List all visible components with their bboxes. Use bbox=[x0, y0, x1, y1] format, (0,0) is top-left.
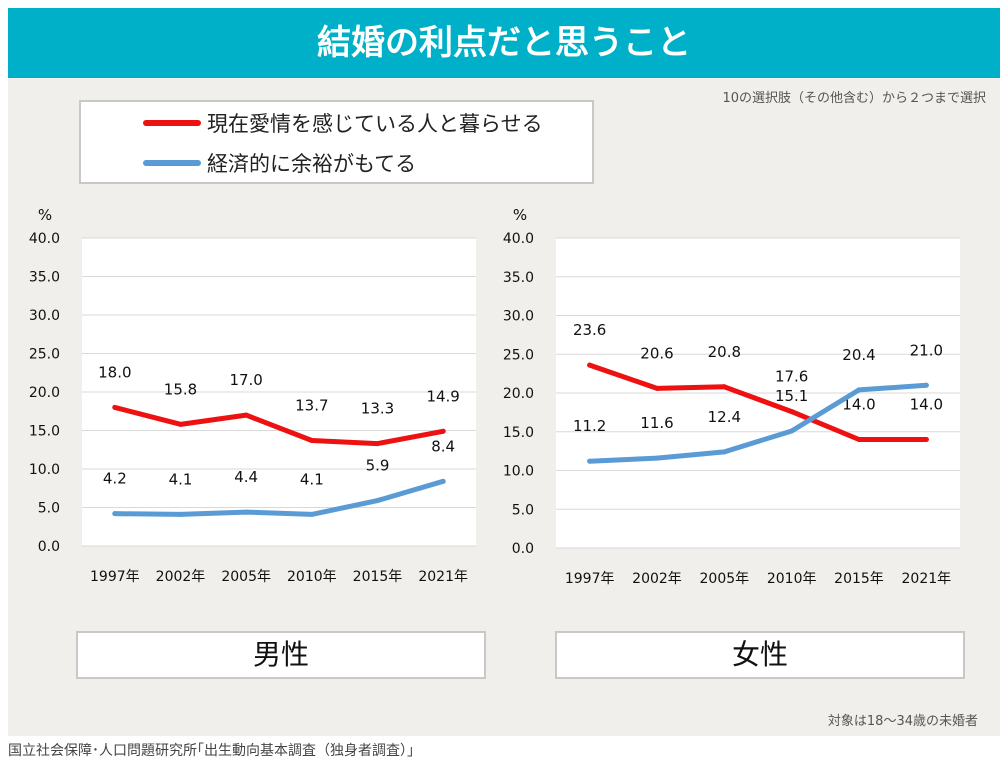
data-label-0: 14.0 bbox=[842, 396, 875, 414]
data-point-1 bbox=[856, 387, 862, 393]
y-tick-label: 20.0 bbox=[29, 385, 60, 401]
data-label-1: 15.1 bbox=[775, 387, 808, 405]
male-chart: 0.0 5.0 10.0 15.0 20.0 25.0 30.0 35.0 40.0% 1997年… bbox=[29, 206, 476, 585]
data-label-0: 13.3 bbox=[361, 400, 394, 418]
y-tick-label: 0.0 bbox=[38, 539, 60, 555]
data-label-0: 20.8 bbox=[708, 343, 741, 361]
data-label-0: 23.6 bbox=[573, 321, 606, 339]
y-axis-unit: % bbox=[513, 206, 527, 224]
data-point-0 bbox=[923, 437, 929, 442]
x-tick-label: 1997年 bbox=[565, 571, 615, 587]
data-label-1: 11.2 bbox=[573, 417, 606, 435]
data-label-0: 18.0 bbox=[98, 363, 131, 381]
y-tick-label: 25.0 bbox=[503, 347, 534, 363]
series-line-1 bbox=[587, 382, 929, 464]
data-point-0 bbox=[856, 437, 862, 442]
y-tick-label: 40.0 bbox=[503, 231, 534, 247]
data-label-1: 12.4 bbox=[708, 408, 741, 426]
data-label-1: 4.1 bbox=[300, 470, 324, 488]
data-point-1 bbox=[654, 455, 660, 461]
data-label-0: 17.0 bbox=[229, 371, 262, 389]
data-point-0 bbox=[112, 404, 118, 410]
legend-swatch-love bbox=[143, 120, 201, 126]
page-title: 結婚の利点だと思うこと bbox=[8, 8, 1000, 78]
data-point-0 bbox=[587, 362, 593, 368]
female-label-box: 女性 bbox=[555, 631, 965, 679]
data-point-0 bbox=[375, 441, 380, 447]
legend: 現在愛情を感じている人と暮らせる 経済的に余裕がもてる bbox=[79, 100, 594, 184]
y-tick-label: 40.0 bbox=[29, 231, 60, 247]
y-tick-label: 5.0 bbox=[512, 502, 534, 518]
data-point-0 bbox=[721, 384, 727, 390]
male-label-box: 男性 bbox=[76, 631, 486, 679]
y-tick-label: 35.0 bbox=[503, 270, 534, 286]
legend-label-economic: 経済的に余裕がもてる bbox=[207, 152, 417, 176]
y-tick-label: 20.0 bbox=[503, 386, 534, 402]
data-point-0 bbox=[178, 421, 183, 427]
y-tick-label: 15.0 bbox=[29, 424, 60, 440]
y-tick-label: 30.0 bbox=[503, 309, 534, 325]
data-point-1 bbox=[178, 511, 183, 517]
data-point-1 bbox=[112, 511, 118, 517]
data-label-0: 20.6 bbox=[640, 344, 673, 362]
y-tick-label: 10.0 bbox=[503, 464, 534, 480]
y-tick-label: 35.0 bbox=[29, 270, 60, 286]
y-tick-label: 30.0 bbox=[29, 308, 60, 324]
data-point-0 bbox=[440, 428, 446, 434]
y-axis-unit: % bbox=[38, 206, 52, 224]
data-point-0 bbox=[654, 385, 660, 391]
data-label-1: 5.9 bbox=[366, 457, 390, 475]
legend-item-economic: 経済的に余裕がもてる bbox=[143, 148, 416, 178]
data-label-1: 20.4 bbox=[842, 346, 875, 364]
x-tick-label: 2015年 bbox=[834, 571, 884, 587]
series-line-1 bbox=[112, 478, 446, 517]
data-label-1: 4.2 bbox=[103, 470, 127, 488]
data-label-1: 11.6 bbox=[640, 414, 673, 432]
selection-note: 10の選択肢（その他含む）から２つまで選択 bbox=[722, 91, 986, 106]
data-label-1: 4.4 bbox=[234, 468, 258, 486]
data-point-0 bbox=[309, 438, 315, 444]
y-tick-label: 25.0 bbox=[29, 347, 60, 363]
y-tick-label: 5.0 bbox=[38, 501, 60, 517]
data-label-0: 14.0 bbox=[910, 396, 943, 414]
x-tick-label: 2010年 bbox=[287, 569, 337, 585]
x-tick-label: 2002年 bbox=[156, 569, 206, 585]
x-tick-label: 2015年 bbox=[353, 569, 403, 585]
source-note: 国立社会保障･人口問題研究所｢出生動向基本調査（独身者調査）」 bbox=[8, 743, 421, 759]
x-tick-label: 2010年 bbox=[767, 571, 817, 587]
target-note: 対象は18〜34歳の未婚者 bbox=[827, 714, 978, 729]
data-point-1 bbox=[440, 478, 446, 484]
y-tick-label: 15.0 bbox=[503, 425, 534, 441]
x-tick-label: 2021年 bbox=[418, 569, 468, 585]
data-label-1: 4.1 bbox=[169, 470, 193, 488]
data-label-0: 15.8 bbox=[164, 380, 197, 398]
data-point-1 bbox=[375, 498, 380, 504]
data-point-0 bbox=[789, 409, 795, 415]
data-label-0: 17.6 bbox=[775, 368, 808, 386]
data-label-0: 14.9 bbox=[426, 387, 459, 405]
data-point-0 bbox=[243, 412, 249, 418]
x-tick-label: 2021年 bbox=[902, 571, 952, 587]
x-tick-label: 2002年 bbox=[632, 571, 682, 587]
x-tick-label: 1997年 bbox=[90, 569, 140, 585]
data-label-1: 8.4 bbox=[431, 437, 455, 455]
data-point-1 bbox=[587, 458, 593, 464]
legend-label-love: 現在愛情を感じている人と暮らせる bbox=[207, 112, 543, 136]
female-chart: 0.0 5.0 10.0 15.0 20.0 25.0 30.0 35.0 40.0% 1997年… bbox=[503, 206, 960, 587]
data-label-1: 21.0 bbox=[910, 341, 943, 359]
data-point-1 bbox=[923, 382, 929, 388]
y-tick-label: 0.0 bbox=[512, 541, 534, 557]
legend-swatch-economic bbox=[143, 160, 201, 166]
series-line-0 bbox=[112, 404, 446, 447]
data-point-1 bbox=[243, 509, 249, 515]
legend-item-love: 現在愛情を感じている人と暮らせる bbox=[143, 108, 543, 138]
data-label-0: 13.7 bbox=[295, 397, 328, 415]
x-tick-label: 2005年 bbox=[221, 569, 271, 585]
x-tick-label: 2005年 bbox=[700, 571, 750, 587]
data-point-1 bbox=[309, 511, 315, 517]
y-tick-label: 10.0 bbox=[29, 462, 60, 478]
data-point-1 bbox=[789, 428, 795, 434]
series-line-0 bbox=[587, 362, 929, 442]
data-point-1 bbox=[721, 449, 727, 455]
